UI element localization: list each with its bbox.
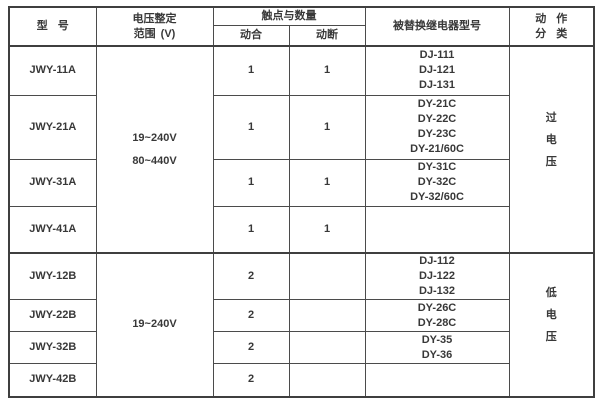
normally-closed-count-cell: 1: [288, 158, 366, 207]
header-voltage-line2: 范围 (V): [133, 27, 176, 40]
replaced-models-cell: DJ-112 DJ-122 DJ-132: [364, 252, 510, 300]
replaced-model-line: DY-36: [421, 348, 453, 361]
voltage-line: 80~440V: [132, 154, 177, 167]
normally-closed-count-cell-empty: [288, 363, 366, 397]
replaced-model-line: DY-31C: [417, 161, 457, 173]
table-row-jwy-12b: JWY-12B 19~240V 2 DJ-112 DJ-122 DJ-132 低…: [8, 252, 595, 397]
replaced-models-cell: DY-26C DY-28C: [364, 299, 510, 332]
replaced-models-cell-empty: [364, 363, 510, 397]
replaced-model-line: DY-23C: [417, 128, 457, 140]
header-action-line1: 动 作: [535, 12, 568, 25]
model-cell: JWY-11A: [8, 45, 97, 96]
normally-open-count-cell: 1: [212, 158, 290, 207]
model-cell: JWY-41A: [8, 205, 97, 254]
replaced-model-line: DY-21/60C: [410, 143, 464, 155]
replaced-model-line: DY-35: [421, 333, 453, 346]
replaced-model-line: DY-32C: [417, 176, 457, 188]
action-class-cell-overvoltage: 过 电 压: [508, 45, 595, 254]
header-normally-closed: 动断: [288, 24, 366, 47]
replaced-model-line: DJ-121: [418, 64, 456, 77]
normally-open-count-cell: 2: [212, 252, 290, 300]
model-cell: JWY-42B: [8, 363, 97, 397]
normally-closed-count-cell-empty: [288, 252, 366, 300]
action-char: 压: [545, 330, 557, 343]
table-row-jwy-22b: JWY-22B 2 DY-26C DY-28C: [8, 299, 594, 332]
header-action-class: 动 作 分 类: [508, 6, 595, 47]
normally-closed-count-cell: 1: [288, 94, 366, 160]
normally-closed-count-cell: 1: [288, 45, 366, 96]
header-voltage-range: 电压整定 范围 (V): [95, 6, 214, 47]
header-action-line2: 分 类: [535, 27, 568, 40]
replaced-models-cell: DJ-111 DJ-121 DJ-131: [364, 45, 510, 96]
replaced-model-line: DY-32/60C: [410, 191, 464, 203]
normally-open-count-cell: 1: [212, 205, 290, 254]
action-char: 过: [545, 111, 557, 124]
header-replaced-relay-model: 被替换继电器型号: [364, 6, 510, 47]
replaced-model-line: DJ-131: [418, 79, 456, 92]
replaced-model-line: DJ-112: [419, 255, 455, 267]
model-cell: JWY-22B: [8, 299, 97, 332]
header-voltage-line1: 电压整定: [132, 12, 177, 25]
table-row-jwy-11a: JWY-11A 19~240V 80~440V 1 1 DJ-111 DJ-12…: [8, 45, 595, 254]
table-row-jwy-31a: JWY-31A 1 1 DY-31C DY-32C DY-32/60C: [8, 158, 594, 207]
header-row-1: 型 号 电压整定 范围 (V) 触点与数量 被替换继电器型号 动 作 分 类: [8, 6, 595, 47]
normally-closed-count-cell-empty: [288, 331, 366, 364]
replaced-model-line: DY-21C: [417, 98, 457, 110]
action-char: 电: [545, 133, 557, 146]
replaced-model-line: DJ-122: [418, 270, 456, 282]
action-class-cell-undervoltage: 低 电 压: [508, 252, 595, 397]
header-row-2: 动合 动断: [9, 24, 594, 47]
action-char: 低: [545, 286, 557, 299]
replaced-models-cell: DY-35 DY-36: [364, 331, 510, 364]
action-class-vertical-text: 低 电 压: [510, 282, 593, 348]
model-cell: JWY-31A: [8, 158, 97, 207]
replaced-model-line: DY-26C: [417, 301, 457, 314]
header-contacts-quantity: 触点与数量: [212, 6, 366, 26]
action-class-vertical-text: 过 电 压: [510, 107, 593, 173]
action-char: 压: [545, 155, 557, 168]
replaced-model-line: DY-22C: [417, 113, 457, 125]
voltage-line: 19~240V: [132, 131, 177, 144]
voltage-range-cell-group-a: 19~240V 80~440V: [95, 45, 214, 254]
replaced-models-cell-empty: [364, 205, 510, 254]
header-model: 型 号: [8, 6, 97, 47]
table-row-jwy-21a: JWY-21A 1 1 DY-21C DY-22C DY-23C DY-21/6…: [8, 94, 594, 160]
normally-open-count-cell: 2: [212, 299, 290, 332]
replaced-model-line: DJ-132: [418, 285, 456, 297]
replaced-model-line: DJ-111: [419, 49, 455, 62]
replaced-model-line: DY-28C: [417, 316, 457, 329]
model-cell: JWY-21A: [8, 94, 97, 160]
table-row-jwy-41a: JWY-41A 1 1: [8, 205, 594, 254]
table-row-jwy-32b: JWY-32B 2 DY-35 DY-36: [8, 331, 594, 364]
voltage-range-cell-group-b: 19~240V: [95, 252, 214, 397]
normally-open-count-cell: 2: [212, 331, 290, 364]
normally-open-count-cell: 1: [212, 45, 290, 96]
model-cell: JWY-12B: [8, 252, 97, 300]
normally-open-count-cell: 2: [212, 363, 290, 397]
replaced-models-cell: DY-31C DY-32C DY-32/60C: [364, 158, 510, 207]
table-row-jwy-42b: JWY-42B 2: [8, 363, 594, 397]
model-cell: JWY-32B: [8, 331, 97, 364]
action-char: 电: [545, 308, 557, 321]
header-normally-open: 动合: [212, 24, 290, 47]
replaced-models-cell: DY-21C DY-22C DY-23C DY-21/60C: [364, 94, 510, 160]
normally-closed-count-cell-empty: [288, 299, 366, 332]
relay-replacement-table: 型 号 电压整定 范围 (V) 触点与数量 被替换继电器型号 动 作 分 类 动…: [8, 6, 595, 398]
normally-open-count-cell: 1: [212, 94, 290, 160]
normally-closed-count-cell: 1: [288, 205, 366, 254]
voltage-line: 19~240V: [132, 318, 177, 331]
